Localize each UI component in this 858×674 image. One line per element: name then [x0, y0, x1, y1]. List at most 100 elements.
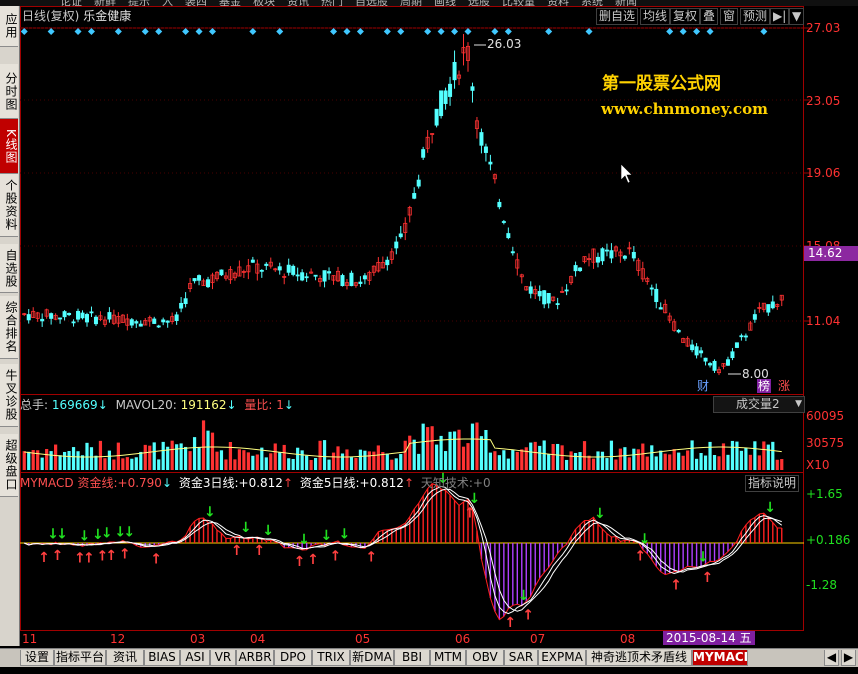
- nav-super-panel[interactable]: 超级盘口: [0, 434, 18, 497]
- indicator-help-button[interactable]: 指标说明: [745, 475, 800, 492]
- mavol-value: 191162: [180, 398, 227, 412]
- macd-line2-value: +0.812: [238, 476, 283, 490]
- top-menu-item[interactable]: 提示: [128, 0, 150, 6]
- candle-body: [618, 251, 623, 257]
- forecast-button[interactable]: 预测: [740, 8, 771, 25]
- volume-indicator-select[interactable]: 成交量2 ▼: [713, 396, 805, 413]
- candle-body: [667, 315, 672, 321]
- volume-bar: [542, 440, 546, 470]
- top-menu-item[interactable]: 新闻: [615, 0, 637, 6]
- top-menu-item[interactable]: 周期: [400, 0, 422, 6]
- nav-apps[interactable]: 应用: [0, 6, 18, 47]
- candle-body: [188, 283, 193, 289]
- buy-arrow-icon: ↑: [83, 551, 95, 567]
- indicator-tab[interactable]: TRIX: [312, 650, 350, 666]
- volume-bar: [636, 449, 640, 470]
- sell-arrow-icon: ↓: [594, 506, 606, 522]
- candle-body: [183, 298, 188, 305]
- volume-bar: [421, 423, 425, 470]
- indicator-tab[interactable]: DPO: [274, 650, 312, 666]
- top-menu-item[interactable]: 入: [162, 0, 173, 6]
- kline-chart[interactable]: ↑↓↑↓↑↓↑↓↑↓↑↓↑↓↑↓↑↓↑↓↑↓↑↓↑↓↑↓↑↓↑↓↑↓↑↓↑↓↑↓: [0, 0, 858, 648]
- scroll-left-icon[interactable]: ◀: [824, 650, 839, 666]
- candle-body: [89, 311, 94, 314]
- sell-arrow-icon: ↓: [56, 526, 68, 542]
- top-menu-item[interactable]: 选股: [468, 0, 490, 6]
- candle-body: [394, 241, 399, 249]
- indicator-tab[interactable]: 资讯: [106, 650, 144, 666]
- buy-arrow-icon: ↑: [150, 551, 162, 567]
- buy-arrow-icon: ↑: [307, 552, 319, 568]
- candle-body: [506, 233, 511, 239]
- indicator-tab[interactable]: 神奇逃顶术矛盾线: [586, 650, 692, 666]
- top-menu-item[interactable]: 论证: [60, 0, 82, 6]
- candle-body: [62, 311, 67, 318]
- volume-bar: [385, 453, 389, 470]
- nav-kline-chart[interactable]: K线图: [0, 119, 18, 174]
- ma-button[interactable]: 均线: [640, 8, 671, 25]
- top-menu-item[interactable]: 系统: [581, 0, 603, 6]
- top-menu-item[interactable]: 基金: [219, 0, 241, 6]
- volume-bar: [466, 443, 470, 470]
- top-menu-item[interactable]: 自选股: [355, 0, 388, 6]
- nav-watchlist[interactable]: 自选股: [0, 244, 18, 293]
- candle-body: [192, 278, 197, 282]
- indicator-tab[interactable]: EXPMA: [538, 650, 586, 666]
- indicator-tab[interactable]: MYMACD: [692, 650, 748, 666]
- down-arrow-icon: ↓: [283, 398, 294, 412]
- nav-stock-profile[interactable]: 个股资料: [0, 174, 18, 237]
- candle-body: [703, 357, 708, 362]
- nav-diagnosis[interactable]: 牛叉诊股: [0, 364, 18, 427]
- top-menu-item[interactable]: 板块: [253, 0, 275, 6]
- volume-bar: [641, 443, 645, 470]
- top-menu-item[interactable]: 资料: [547, 0, 569, 6]
- candle-body: [578, 267, 583, 272]
- top-menu-item[interactable]: 装四: [185, 0, 207, 6]
- indicator-tab[interactable]: 指标平台: [54, 650, 106, 666]
- adjust-button[interactable]: 复权: [670, 8, 701, 25]
- indicator-tab[interactable]: 设置: [20, 650, 54, 666]
- volume-bar: [569, 451, 573, 470]
- top-menu-item[interactable]: 比较量: [502, 0, 535, 6]
- top-menu-item[interactable]: 资讯: [287, 0, 309, 6]
- indicator-tab[interactable]: SAR: [504, 650, 538, 666]
- scroll-right-icon[interactable]: ▶: [841, 650, 856, 666]
- up-arrow-icon: ↑: [403, 476, 415, 490]
- candle-body: [694, 346, 699, 356]
- candle-body: [210, 274, 215, 283]
- candle-body: [80, 312, 85, 319]
- remove-watchlist-button[interactable]: 删自选: [596, 8, 639, 25]
- volume-bar: [712, 455, 717, 470]
- indicator-tab[interactable]: BIAS: [144, 650, 180, 666]
- volume-bar: [560, 445, 564, 470]
- indicator-tab[interactable]: VR: [210, 650, 236, 666]
- financial-badge[interactable]: 财: [697, 379, 710, 393]
- top-menu-item[interactable]: 画线: [434, 0, 456, 6]
- volume-bar: [345, 449, 349, 470]
- ranking-badge[interactable]: 榜: [757, 379, 772, 393]
- candle-body: [273, 268, 278, 271]
- top-menu-item[interactable]: 热门: [321, 0, 343, 6]
- indicator-tab[interactable]: BBI: [394, 650, 430, 666]
- indicator-tab[interactable]: ARBR: [236, 650, 274, 666]
- candle-body: [362, 275, 367, 280]
- indicator-tab[interactable]: ASI: [180, 650, 210, 666]
- header-dropdown-button[interactable]: ▼: [789, 8, 805, 25]
- top-menu-item[interactable]: 新鲜: [94, 0, 116, 6]
- candle-body: [67, 312, 72, 316]
- candle-body: [752, 314, 757, 320]
- window-button[interactable]: 窗: [720, 8, 739, 25]
- indicator-tab[interactable]: MTM: [430, 650, 466, 666]
- sell-arrow-icon: ↓: [262, 523, 274, 539]
- down-arrow-icon: ↓: [161, 476, 173, 490]
- candle-body: [658, 307, 663, 310]
- limit-up-badge[interactable]: 涨: [778, 379, 791, 393]
- nav-ranking[interactable]: 综合排名: [0, 296, 18, 359]
- nav-intraday-chart[interactable]: 分时图: [0, 64, 18, 119]
- indicator-tab[interactable]: 新DMA: [350, 650, 394, 666]
- overlay-button[interactable]: 叠: [700, 8, 719, 25]
- indicator-tab[interactable]: OBV: [466, 650, 504, 666]
- buy-arrow-icon: ↑: [96, 549, 108, 565]
- jump-end-button[interactable]: ▶|: [770, 8, 790, 25]
- buy-arrow-icon: ↑: [634, 548, 646, 564]
